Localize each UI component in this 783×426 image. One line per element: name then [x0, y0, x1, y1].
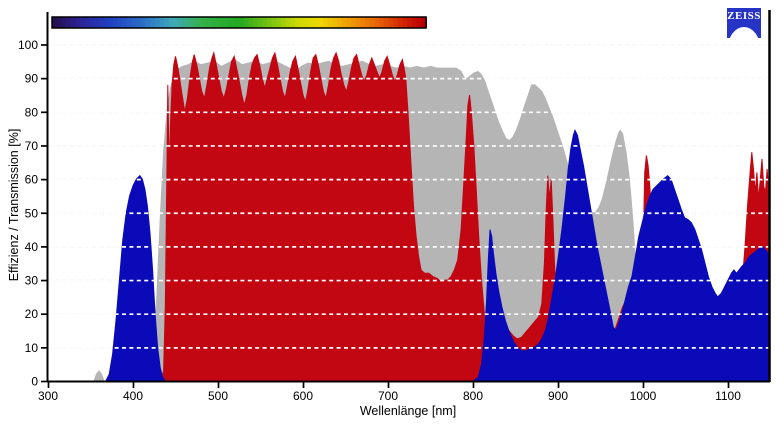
x-tick-label: 400 [123, 389, 143, 403]
blue-efficiency-area [48, 128, 769, 382]
x-tick-label: 1100 [715, 389, 741, 403]
y-tick-label: 0 [31, 375, 38, 389]
x-tick-label: 500 [208, 389, 228, 403]
y-tick-label: 70 [25, 139, 39, 153]
x-tick-label: 300 [38, 389, 58, 403]
y-tick-label: 100 [18, 38, 38, 52]
y-tick-label: 80 [25, 105, 39, 119]
x-tick-label: 1000 [630, 389, 657, 403]
axes: 0 10 20 30 40 50 60 70 80 90 100 300 400 500 600 700 800… [18, 10, 771, 403]
y-tick-label: 30 [25, 274, 39, 288]
y-tick-label: 90 [25, 72, 39, 86]
zeiss-logo-text: ZEISS [727, 10, 761, 22]
zeiss-logo: ZEISS [727, 8, 761, 38]
x-axis-title: Wellenlänge [nm] [359, 404, 457, 418]
x-tick-label: 900 [548, 389, 568, 403]
y-tick-label: 60 [25, 173, 39, 187]
y-tick-label: 20 [25, 307, 39, 321]
x-tick-label: 800 [463, 389, 483, 403]
y-axis-title: Effizienz / Transmission [%] [7, 128, 21, 282]
x-tick-label: 700 [378, 389, 398, 403]
visible-spectrum-colorbar [51, 16, 427, 29]
y-tick-label: 10 [25, 341, 39, 355]
zeiss-logo-dome [728, 27, 760, 38]
x-tick-label: 600 [293, 389, 313, 403]
gridlines-over [48, 44, 769, 349]
y-tick-label: 50 [25, 206, 39, 220]
red-efficiency-area [48, 51, 769, 382]
y-tick-label: 40 [25, 240, 39, 254]
